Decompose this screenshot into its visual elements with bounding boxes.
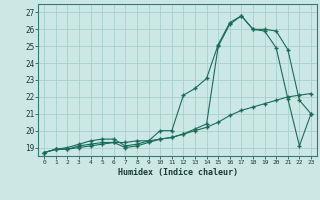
X-axis label: Humidex (Indice chaleur): Humidex (Indice chaleur) (118, 168, 238, 177)
